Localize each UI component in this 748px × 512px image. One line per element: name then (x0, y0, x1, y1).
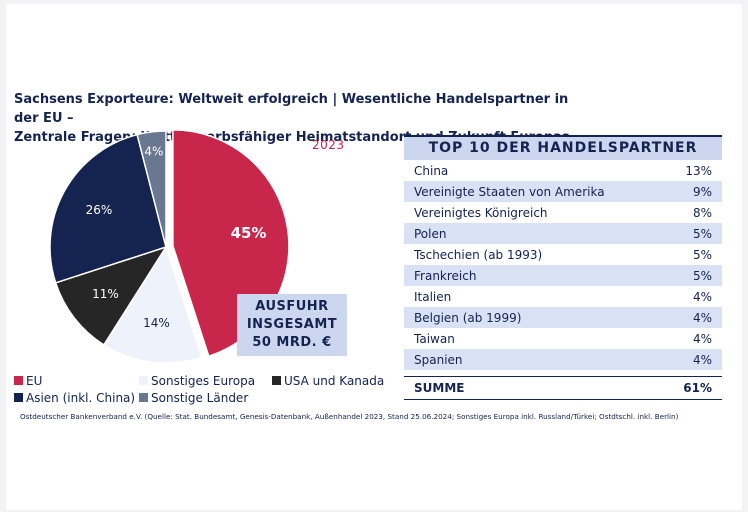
legend-swatch-sonstiges-europa (139, 376, 148, 385)
legend-swatch-eu (14, 376, 23, 385)
row-share: 5% (692, 247, 712, 262)
row-country: Frankreich (414, 268, 477, 283)
row-share: 4% (692, 289, 712, 304)
row-country: Taiwan (414, 331, 455, 346)
top10-table: TOP 10 DER HANDELSPARTNER China 13% Verei… (404, 135, 722, 400)
export-total-callout: AUSFUHR INSGESAMT 50 MRD. € (237, 294, 347, 356)
row-share: 4% (692, 331, 712, 346)
table-row: Spanien 4% (404, 349, 722, 370)
row-country: Italien (414, 289, 452, 304)
pie-legend: EU Sonstiges Europa USA und Kanada Asien… (14, 372, 404, 406)
legend-label-sonstige-laender: Sonstige Länder (151, 390, 249, 405)
table-row: Vereinigtes Königreich 8% (404, 202, 722, 223)
legend-row: EU Sonstiges Europa USA und Kanada (14, 372, 404, 389)
pie-label-asien: 26% (86, 203, 113, 217)
legend-label-eu: EU (26, 373, 43, 388)
table-sum-row: SUMME 61% (404, 376, 722, 400)
legend-item-eu: EU (14, 374, 139, 388)
pie-slice-sonstige-laender (136, 130, 167, 248)
row-country: China (414, 163, 449, 178)
pie-label-sonstiges-europa: 14% (143, 316, 170, 330)
year-label: 2023 (312, 138, 345, 152)
table-row: Vereinigte Staaten von Amerika 9% (404, 181, 722, 202)
sum-label: SUMME (414, 381, 465, 395)
callout-line-1: AUSFUHR (255, 299, 329, 314)
row-country: Tschechien (ab 1993) (414, 247, 543, 262)
legend-item-sonstige-laender: Sonstige Länder (139, 391, 272, 405)
row-country: Vereinigtes Königreich (414, 205, 548, 220)
row-country: Spanien (414, 352, 463, 367)
row-share: 4% (692, 352, 712, 367)
row-share: 13% (685, 163, 712, 178)
row-share: 5% (692, 268, 712, 283)
table-row: Polen 5% (404, 223, 722, 244)
pie-slice-asien (49, 133, 167, 284)
table-row: China 13% (404, 160, 722, 181)
table-row: Italien 4% (404, 286, 722, 307)
row-share: 8% (692, 205, 712, 220)
legend-row: Asien (inkl. China) Sonstige Länder (14, 389, 404, 406)
legend-swatch-asien (14, 393, 23, 402)
sum-value: 61% (683, 381, 712, 395)
headline-line-1: Sachsens Exporteure: Weltweit erfolgreic… (14, 92, 569, 126)
table-title: TOP 10 DER HANDELSPARTNER (404, 135, 722, 160)
callout-line-2: INSGESAMT (246, 317, 338, 332)
row-share: 4% (692, 310, 712, 325)
pie-slice-usa-kanada (54, 245, 168, 346)
legend-item-sonstiges-europa: Sonstiges Europa (139, 374, 272, 388)
legend-item-asien: Asien (inkl. China) (14, 391, 139, 405)
table-row: Taiwan 4% (404, 328, 722, 349)
legend-label-sonstiges-europa: Sonstiges Europa (151, 373, 256, 388)
callout-line-3: 50 MRD. € (252, 335, 332, 350)
table-row: Tschechien (ab 1993) 5% (404, 244, 722, 265)
row-country: Vereinigte Staaten von Amerika (414, 184, 605, 199)
legend-swatch-usa-kanada (272, 376, 281, 385)
table-row: Frankreich 5% (404, 265, 722, 286)
legend-item-usa-kanada: USA und Kanada (272, 374, 384, 388)
legend-swatch-sonstige-laender (139, 393, 148, 402)
pie-slice-sonstiges-europa (102, 245, 203, 364)
legend-label-asien: Asien (inkl. China) (26, 390, 136, 405)
row-country: Belgien (ab 1999) (414, 310, 522, 325)
row-share: 5% (692, 226, 712, 241)
row-country: Polen (414, 226, 447, 241)
row-share: 9% (692, 184, 712, 199)
legend-label-usa-kanada: USA und Kanada (284, 373, 385, 388)
pie-label-eu: 45% (231, 224, 267, 242)
pie-chart: 45% 14% 11% 26% 4% (49, 129, 290, 364)
table-row: Belgien (ab 1999) 4% (404, 307, 722, 328)
source-note: Ostdeutscher Bankenverband e.V. (Quelle:… (20, 412, 679, 421)
pie-label-sonstige-laender: 4% (144, 144, 163, 158)
pie-label-usa-kanada: 11% (92, 287, 119, 301)
